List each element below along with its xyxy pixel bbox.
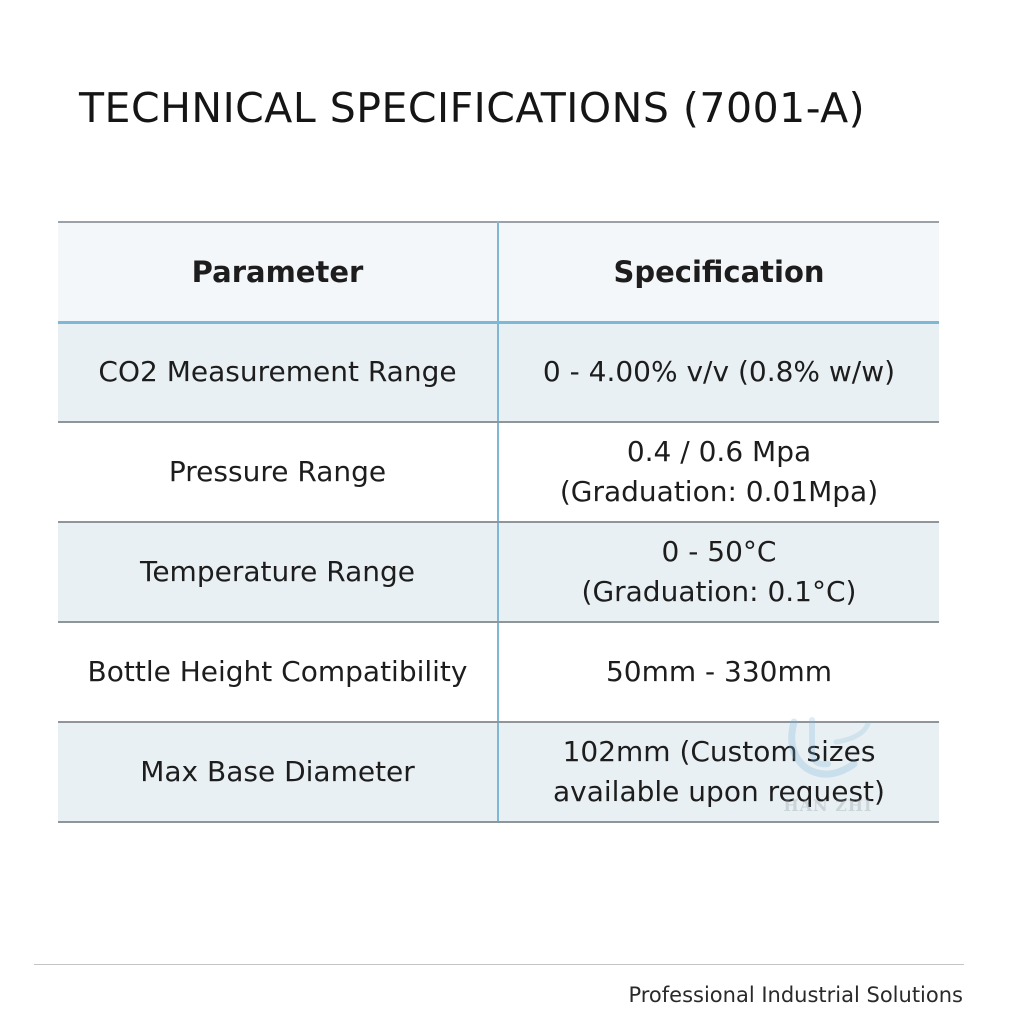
parameter-cell: Bottle Height Compatibility	[58, 622, 499, 723]
specification-line: available upon request)	[553, 775, 885, 808]
header-row: Parameter Specification	[58, 221, 939, 324]
parameter-cell: Pressure Range	[58, 422, 499, 523]
table-row: Temperature Range 0 - 50°C (Graduation: …	[58, 522, 939, 623]
table-row: Max Base Diameter 102mm (Custom sizes av…	[58, 722, 939, 823]
specifications-table: Parameter Specification CO2 Measurement …	[58, 221, 939, 823]
parameter-cell: Temperature Range	[58, 522, 499, 623]
specification-line: 0 - 4.00% v/v (0.8% w/w)	[542, 355, 896, 389]
specification-line: 50mm - 330mm	[605, 655, 833, 688]
column-header-specification: Specification	[498, 221, 939, 324]
specification-line: (Graduation: 0.1°C)	[581, 575, 857, 608]
column-header-parameter: Parameter	[58, 221, 499, 324]
specification-cell: 0 - 4.00% v/v (0.8% w/w)	[498, 322, 939, 423]
specification-cell: 50mm - 330mm	[498, 622, 939, 723]
specification-cell: 0.4 / 0.6 Mpa (Graduation: 0.01Mpa)	[498, 422, 939, 523]
table-row: Bottle Height Compatibility 50mm - 330mm	[58, 622, 939, 723]
parameter-cell: Max Base Diameter	[58, 722, 499, 823]
specification-cell: 0 - 50°C (Graduation: 0.1°C)	[498, 522, 939, 623]
footer-tagline: Professional Industrial Solutions	[628, 983, 963, 1007]
table-row: CO2 Measurement Range 0 - 4.00% v/v (0.8…	[58, 322, 939, 423]
specification-cell: 102mm (Custom sizes available upon reque…	[498, 722, 939, 823]
page-title: TECHNICAL SPECIFICATIONS (7001-A)	[79, 84, 866, 132]
footer-divider	[34, 964, 964, 965]
specification-line: (Graduation: 0.01Mpa)	[559, 475, 879, 508]
specification-line: 102mm (Custom sizes	[562, 735, 876, 768]
table-header: Parameter Specification	[58, 221, 939, 324]
table-body: CO2 Measurement Range 0 - 4.00% v/v (0.8…	[58, 322, 939, 823]
specification-line: 0.4 / 0.6 Mpa	[626, 435, 812, 468]
specification-line: 0 - 50°C	[661, 535, 777, 568]
table-row: Pressure Range 0.4 / 0.6 Mpa (Graduation…	[58, 422, 939, 523]
parameter-cell: CO2 Measurement Range	[58, 322, 499, 423]
